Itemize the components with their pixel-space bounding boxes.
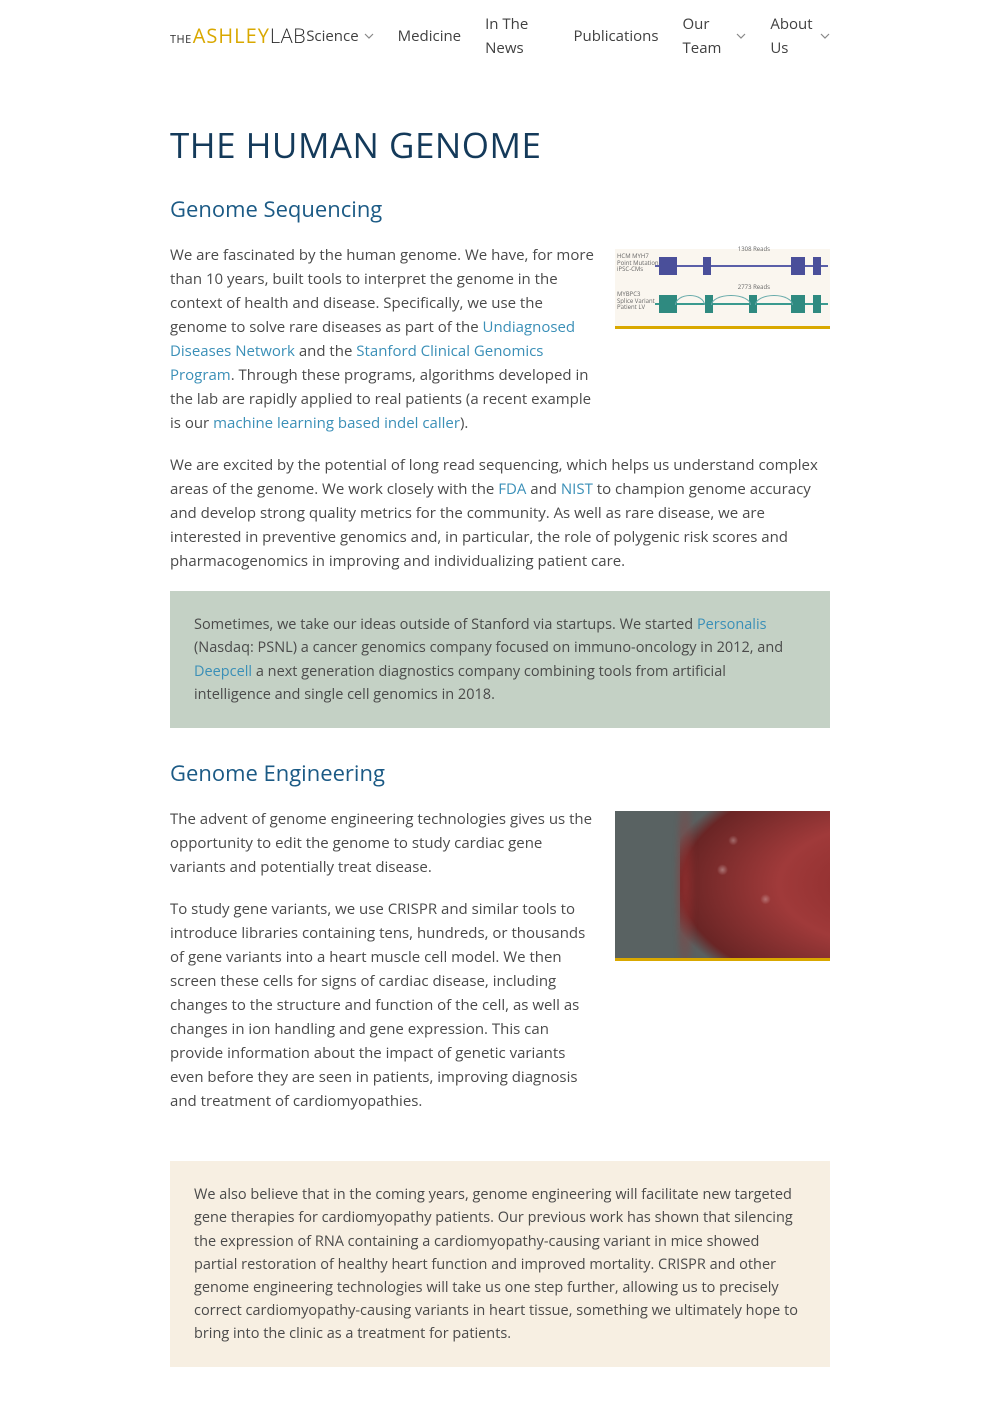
- sequencing-row: We are fascinated by the human genome. W…: [170, 243, 830, 453]
- track-2: 2773 Reads MYBPC3 Splice Variant Patient…: [615, 291, 830, 321]
- track-2-label: MYBPC3 Splice Variant Patient LV: [617, 291, 655, 311]
- chevron-down-icon: [364, 24, 374, 48]
- link-fda[interactable]: FDA: [498, 479, 526, 499]
- paragraph: The advent of genome engineering technol…: [170, 807, 595, 879]
- nav-about-us[interactable]: About Us: [770, 12, 830, 60]
- site-header: THE ASHLEY LAB Science Medicine In The N…: [170, 0, 830, 78]
- nav-our-team[interactable]: Our Team: [683, 12, 747, 60]
- nav-science[interactable]: Science: [306, 12, 373, 60]
- link-nist[interactable]: NIST: [561, 479, 593, 499]
- link-indel-caller[interactable]: machine learning based indel caller: [213, 413, 460, 433]
- nav-label: Our Team: [683, 12, 732, 60]
- track-1-reads: 1308 Reads: [738, 245, 770, 255]
- paragraph: We are fascinated by the human genome. W…: [170, 243, 595, 435]
- nav-label: About Us: [770, 12, 815, 60]
- track-1-label: HCM MYH7 Point Mutation iPSC-CMs: [617, 253, 659, 273]
- sequencing-intro: We are fascinated by the human genome. W…: [170, 243, 595, 453]
- engineering-row: The advent of genome engineering technol…: [170, 807, 830, 1131]
- paragraph: We are excited by the potential of long …: [170, 453, 830, 573]
- section-genome-sequencing-title: Genome Sequencing: [170, 192, 830, 227]
- link-personalis[interactable]: Personalis: [697, 615, 767, 634]
- startups-callout: Sometimes, we take our ideas outside of …: [170, 591, 830, 728]
- primary-nav: Science Medicine In The News Publication…: [306, 12, 830, 60]
- section-genome-engineering-title: Genome Engineering: [170, 756, 830, 791]
- paragraph: To study gene variants, we use CRISPR an…: [170, 897, 595, 1113]
- logo-ashley: ASHLEY: [193, 20, 270, 52]
- site-logo[interactable]: THE ASHLEY LAB: [170, 20, 306, 52]
- chevron-down-icon: [736, 24, 746, 48]
- cell-microscopy-figure: [615, 811, 830, 961]
- nav-label: In The News: [485, 12, 549, 60]
- track-1: 1308 Reads HCM MYH7 Point Mutation iPSC-…: [615, 253, 830, 283]
- link-deepcell[interactable]: Deepcell: [194, 662, 252, 681]
- nav-label: Medicine: [398, 24, 461, 48]
- engineering-text: The advent of genome engineering technol…: [170, 807, 595, 1131]
- nav-medicine[interactable]: Medicine: [398, 12, 461, 60]
- therapies-callout: We also believe that in the coming years…: [170, 1161, 830, 1367]
- sashimi-plot-figure: 1308 Reads HCM MYH7 Point Mutation iPSC-…: [615, 249, 830, 329]
- track-2-reads: 2773 Reads: [738, 283, 770, 293]
- nav-in-the-news[interactable]: In The News: [485, 12, 549, 60]
- callout-text: Sometimes, we take our ideas outside of …: [194, 613, 806, 706]
- nav-publications[interactable]: Publications: [574, 12, 659, 60]
- page-title: THE HUMAN GENOME: [170, 118, 830, 174]
- logo-the: THE: [170, 31, 192, 49]
- callout-text: We also believe that in the coming years…: [194, 1183, 806, 1345]
- nav-label: Science: [306, 24, 358, 48]
- logo-lab: LAB: [270, 20, 306, 52]
- nav-label: Publications: [574, 24, 659, 48]
- chevron-down-icon: [820, 24, 830, 48]
